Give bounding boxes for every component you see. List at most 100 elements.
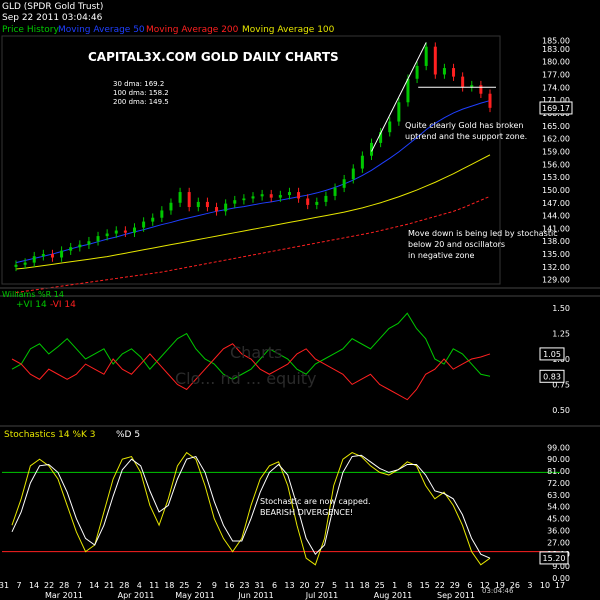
vi-line-1 [11,343,491,401]
price-candle-46 [433,46,437,75]
price-candle-30 [287,192,291,196]
price-y-tick-13: 147.00 [542,199,570,208]
x-tick-15: 16 [224,581,234,590]
x-tick-8: 28 [119,581,129,590]
price-candle-27 [260,194,264,197]
stoch-y-tick-5: 54.00 [547,503,570,512]
stoch-y-tick-4: 63.00 [547,491,570,500]
vi-minus-badge [539,369,565,383]
price-candle-16 [160,210,164,218]
price-candle-37 [351,168,355,180]
x-tick-20: 20 [299,581,309,590]
month-label-3: Jun 2011 [237,591,273,600]
price-candle-21 [205,201,209,208]
dma-200-label: 200 dma: 149.5 [113,98,169,106]
price-y-tick-10: 156.00 [542,160,570,169]
x-tick-22: 5 [332,581,337,590]
x-tick-32: 12 [480,581,490,590]
x-tick-21: 27 [314,581,324,590]
price-candle-17 [169,202,173,211]
x-tick-29: 22 [435,581,445,590]
stoch-label: Stochastics 14 %K 3 [4,430,96,440]
price-candle-31 [297,192,301,199]
month-label-2: May 2011 [175,591,214,600]
price-candle-15 [151,217,155,222]
price-y-tick-11: 153.00 [542,173,570,182]
price-candle-28 [269,194,273,198]
month-label-4: Jul 2011 [305,591,339,600]
price-candle-10 [105,233,109,237]
x-tick-4: 28 [59,581,69,590]
vi-y-tick-6: 0.50 [552,406,570,415]
price-y-tick-4: 174.00 [542,83,570,92]
stoch-current-badge [539,551,569,565]
price-y-tick-16: 138.00 [542,237,570,246]
month-label-0: Mar 2011 [45,591,83,600]
vi-line-0 [11,312,491,380]
x-tick-2: 14 [29,581,39,590]
price-candle-12 [123,230,127,233]
vi-y-tick-1: 1.25 [552,330,570,339]
stoch-y-tick-2: 81.00 [547,467,570,476]
x-tick-19: 13 [284,581,294,590]
price-candle-38 [360,155,364,169]
price-y-tick-3: 177.00 [542,70,570,79]
price-current-badge [539,101,573,115]
price-y-tick-18: 132.00 [542,263,570,272]
legend-ma50: Moving Average 50 [58,25,145,35]
price-candle-0 [14,264,18,267]
x-tick-36: 10 [540,581,550,590]
price-candle-14 [142,221,146,228]
timestamp-label: 03:04:46 [482,587,514,595]
legend-ma200: Moving Average 200 [146,25,239,35]
stoch-y-tick-7: 36.00 [547,526,570,535]
symbol-title: GLD (SPDR Gold Trust) [2,2,104,12]
stoch-y-tick-6: 45.00 [547,515,570,524]
vi-plus-value: 1.05 [543,350,561,359]
price-candle-26 [251,196,255,199]
vi-plus-badge [539,347,565,361]
price-candle-29 [278,195,282,198]
x-tick-35: 3 [527,581,532,590]
price-candle-44 [415,65,419,79]
price-y-tick-0: 185.00 [542,36,570,45]
x-tick-23: 11 [345,581,355,590]
price-y-tick-19: 129.00 [542,276,570,285]
stoch-y-tick-8: 27.00 [547,538,570,547]
stoch-d-label: %D 5 [116,430,141,440]
price-candle-23 [224,203,228,212]
x-tick-31: 6 [467,581,472,590]
price-candle-22 [215,207,219,212]
x-tick-13: 2 [197,581,202,590]
chart-heading: CAPITAL3X.COM GOLD DAILY CHARTS [88,50,339,64]
price-plot-frame [1,35,501,285]
price-candle-51 [479,85,483,94]
price-candle-20 [196,201,200,208]
price-y-tick-2: 180.00 [542,58,570,67]
price-y-tick-14: 144.00 [542,212,570,221]
price-candle-50 [470,85,474,88]
price-candle-35 [333,187,337,196]
price-candle-3 [41,254,45,257]
note-capped-2: BEARISH DIVERGENCE! [260,508,354,517]
x-tick-1: 7 [16,581,21,590]
x-tick-30: 29 [450,581,460,590]
vi-minus-value: 0.83 [543,372,561,381]
note-stoch-1: Move down is being led by stochastic [408,229,558,238]
note-uptrend-2: uptrend and the support zone. [405,132,528,141]
price-candle-25 [242,198,246,201]
vi-minus-label: -VI 14 [50,300,76,310]
price-y-tick-8: 162.00 [542,135,570,144]
dma-30-label: 30 dma: 169.2 [113,80,165,88]
price-candle-11 [114,230,118,234]
price-candle-1 [23,262,27,265]
price-y-tick-5: 171.00 [542,96,570,105]
price-candle-43 [406,78,410,103]
price-y-tick-17: 135.00 [542,250,570,259]
trendline [371,42,427,152]
note-stoch-2: below 20 and oscillators [408,240,506,249]
price-candle-41 [388,121,392,133]
dma-100-label: 100 dma: 158.2 [113,89,169,97]
note-uptrend-1: Quite clearly Gold has broken [405,121,524,130]
price-candle-33 [315,201,319,205]
